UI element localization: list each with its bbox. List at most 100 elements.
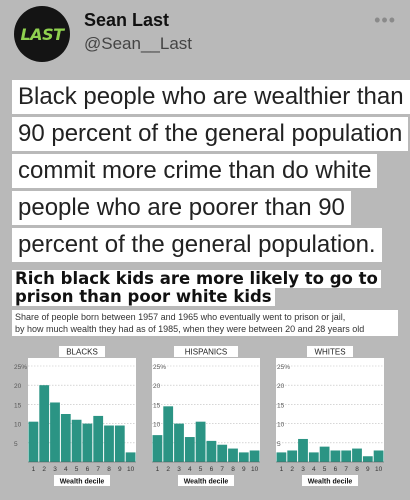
- x-tick-label: 1: [32, 466, 36, 473]
- x-tick-label: 10: [127, 466, 135, 473]
- x-tick-label: 4: [64, 466, 68, 473]
- plot-background: [276, 358, 384, 462]
- x-tick-label: 9: [118, 466, 122, 473]
- y-tick-label: 25%: [153, 364, 166, 371]
- y-tick-label: 20: [14, 383, 22, 390]
- avatar[interactable]: LAST: [14, 6, 70, 62]
- x-tick-label: 4: [188, 466, 192, 473]
- x-tick-label: 7: [220, 466, 224, 473]
- author-handle[interactable]: @Sean__Last: [84, 34, 193, 53]
- bar: [238, 452, 249, 462]
- x-tick-label: 2: [166, 466, 170, 473]
- x-tick-label: 6: [334, 466, 338, 473]
- bar: [82, 423, 93, 462]
- tweet-text: Black people who are wealthier than 90 p…: [12, 80, 410, 265]
- chart-title-background: [307, 346, 353, 357]
- x-tick-label: 3: [301, 466, 305, 473]
- x-tick-label: 2: [42, 466, 46, 473]
- x-axis-label-background: [178, 475, 234, 486]
- bar: [276, 452, 287, 462]
- x-axis-label-background: [302, 475, 358, 486]
- y-tick-label: 5: [277, 441, 281, 448]
- bar: [163, 406, 174, 462]
- y-tick-label: 15: [14, 402, 22, 409]
- y-tick-label: 20: [277, 383, 285, 390]
- x-tick-label: 6: [210, 466, 214, 473]
- x-axis-label: Wealth decile: [308, 479, 353, 486]
- bar: [287, 450, 298, 462]
- figure-subtitle-line: by how much wealth they had as of 1985, …: [15, 324, 365, 334]
- y-tick-label: 20: [153, 383, 161, 390]
- bar: [195, 421, 206, 462]
- x-tick-label: 7: [344, 466, 348, 473]
- y-tick-label: 25%: [277, 364, 290, 371]
- x-tick-label: 7: [96, 466, 100, 473]
- x-tick-label: 4: [312, 466, 316, 473]
- author-name[interactable]: Sean Last: [84, 10, 170, 30]
- attached-image[interactable]: Rich black kids are more likely to go to…: [12, 270, 404, 500]
- more-horizontal-icon[interactable]: •••: [374, 10, 396, 30]
- bar: [206, 440, 217, 462]
- y-tick-label: 10: [14, 422, 22, 429]
- tweet-header: LAST Sean Last @Sean__Last •••: [0, 0, 410, 68]
- x-tick-label: 5: [75, 466, 79, 473]
- x-tick-label: 2: [290, 466, 294, 473]
- figure-title-line: prison than poor white kids: [12, 288, 275, 306]
- x-axis-label-background: [54, 475, 110, 486]
- x-tick-label: 5: [323, 466, 327, 473]
- bar: [50, 402, 60, 462]
- bar: [28, 421, 39, 462]
- bar: [352, 448, 362, 462]
- y-tick-label: 25%: [14, 364, 27, 371]
- y-tick-label: 10: [153, 422, 161, 429]
- chart-title: HISPANICS: [185, 348, 228, 357]
- x-tick-label: 1: [280, 466, 284, 473]
- bar: [125, 452, 136, 462]
- x-tick-label: 3: [177, 466, 181, 473]
- x-tick-label: 8: [231, 466, 235, 473]
- avatar-logo-text: LAST: [20, 24, 64, 44]
- chart-title: WHITES: [314, 348, 345, 357]
- x-tick-label: 9: [366, 466, 370, 473]
- bar: [184, 437, 195, 462]
- bar: [319, 446, 330, 462]
- bar: [373, 450, 384, 462]
- chart-title: BLACKS: [66, 348, 98, 357]
- tweet-text-line: 90 percent of the general population: [12, 117, 409, 151]
- y-tick-label: 5: [14, 441, 18, 448]
- bar: [298, 438, 308, 462]
- figure-subtitle-line: Share of people born between 1957 and 19…: [15, 312, 346, 322]
- figure-title: Rich black kids are more likely to go to…: [12, 270, 404, 306]
- x-tick-label: 5: [199, 466, 203, 473]
- bar: [217, 444, 228, 462]
- bar: [249, 450, 260, 462]
- x-tick-label: 9: [242, 466, 246, 473]
- bar: [104, 425, 114, 462]
- tweet-text-line: commit more crime than do white: [12, 154, 378, 188]
- bar: [114, 425, 125, 462]
- x-tick-label: 8: [355, 466, 359, 473]
- bar: [71, 419, 82, 462]
- tweet-text-line: people who are poorer than 90: [12, 191, 351, 225]
- x-tick-label: 3: [53, 466, 57, 473]
- x-axis-label: Wealth decile: [60, 479, 105, 486]
- bar: [228, 448, 238, 462]
- bar: [174, 423, 184, 462]
- bar: [152, 435, 163, 462]
- x-tick-label: 1: [156, 466, 160, 473]
- x-tick-label: 10: [251, 466, 259, 473]
- y-tick-label: 15: [153, 402, 161, 409]
- x-axis-label: Wealth decile: [184, 479, 229, 486]
- chart-title-background: [174, 346, 238, 357]
- chart-title-background: [59, 346, 105, 357]
- bar: [60, 414, 71, 462]
- bar: [93, 415, 104, 462]
- figure-title-line: Rich black kids are more likely to go to: [12, 270, 381, 288]
- bar: [341, 450, 352, 462]
- bar: [362, 456, 373, 462]
- x-tick-label: 6: [86, 466, 90, 473]
- x-tick-label: 8: [107, 466, 111, 473]
